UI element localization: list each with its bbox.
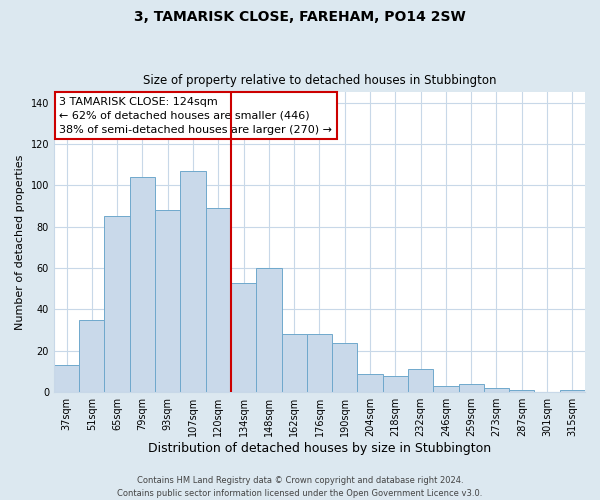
Bar	[79, 320, 104, 392]
Text: 3 TAMARISK CLOSE: 124sqm
← 62% of detached houses are smaller (446)
38% of semi-: 3 TAMARISK CLOSE: 124sqm ← 62% of detach…	[59, 97, 332, 135]
Y-axis label: Number of detached properties: Number of detached properties	[15, 154, 25, 330]
Bar	[307, 334, 332, 392]
Title: Size of property relative to detached houses in Stubbington: Size of property relative to detached ho…	[143, 74, 496, 87]
Bar	[458, 384, 484, 392]
Text: 3, TAMARISK CLOSE, FAREHAM, PO14 2SW: 3, TAMARISK CLOSE, FAREHAM, PO14 2SW	[134, 10, 466, 24]
Bar	[509, 390, 535, 392]
Bar	[560, 390, 585, 392]
Bar	[54, 366, 79, 392]
Bar	[130, 177, 155, 392]
Bar	[332, 342, 358, 392]
Bar	[231, 282, 256, 392]
Bar	[281, 334, 307, 392]
Bar	[358, 374, 383, 392]
Bar	[256, 268, 281, 392]
X-axis label: Distribution of detached houses by size in Stubbington: Distribution of detached houses by size …	[148, 442, 491, 455]
Bar	[104, 216, 130, 392]
Bar	[484, 388, 509, 392]
Bar	[383, 376, 408, 392]
Bar	[155, 210, 181, 392]
Bar	[408, 370, 433, 392]
Text: Contains HM Land Registry data © Crown copyright and database right 2024.
Contai: Contains HM Land Registry data © Crown c…	[118, 476, 482, 498]
Bar	[206, 208, 231, 392]
Bar	[181, 171, 206, 392]
Bar	[433, 386, 458, 392]
